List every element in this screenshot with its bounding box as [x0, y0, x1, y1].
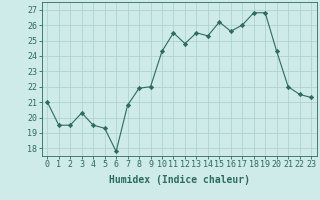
X-axis label: Humidex (Indice chaleur): Humidex (Indice chaleur): [109, 175, 250, 185]
